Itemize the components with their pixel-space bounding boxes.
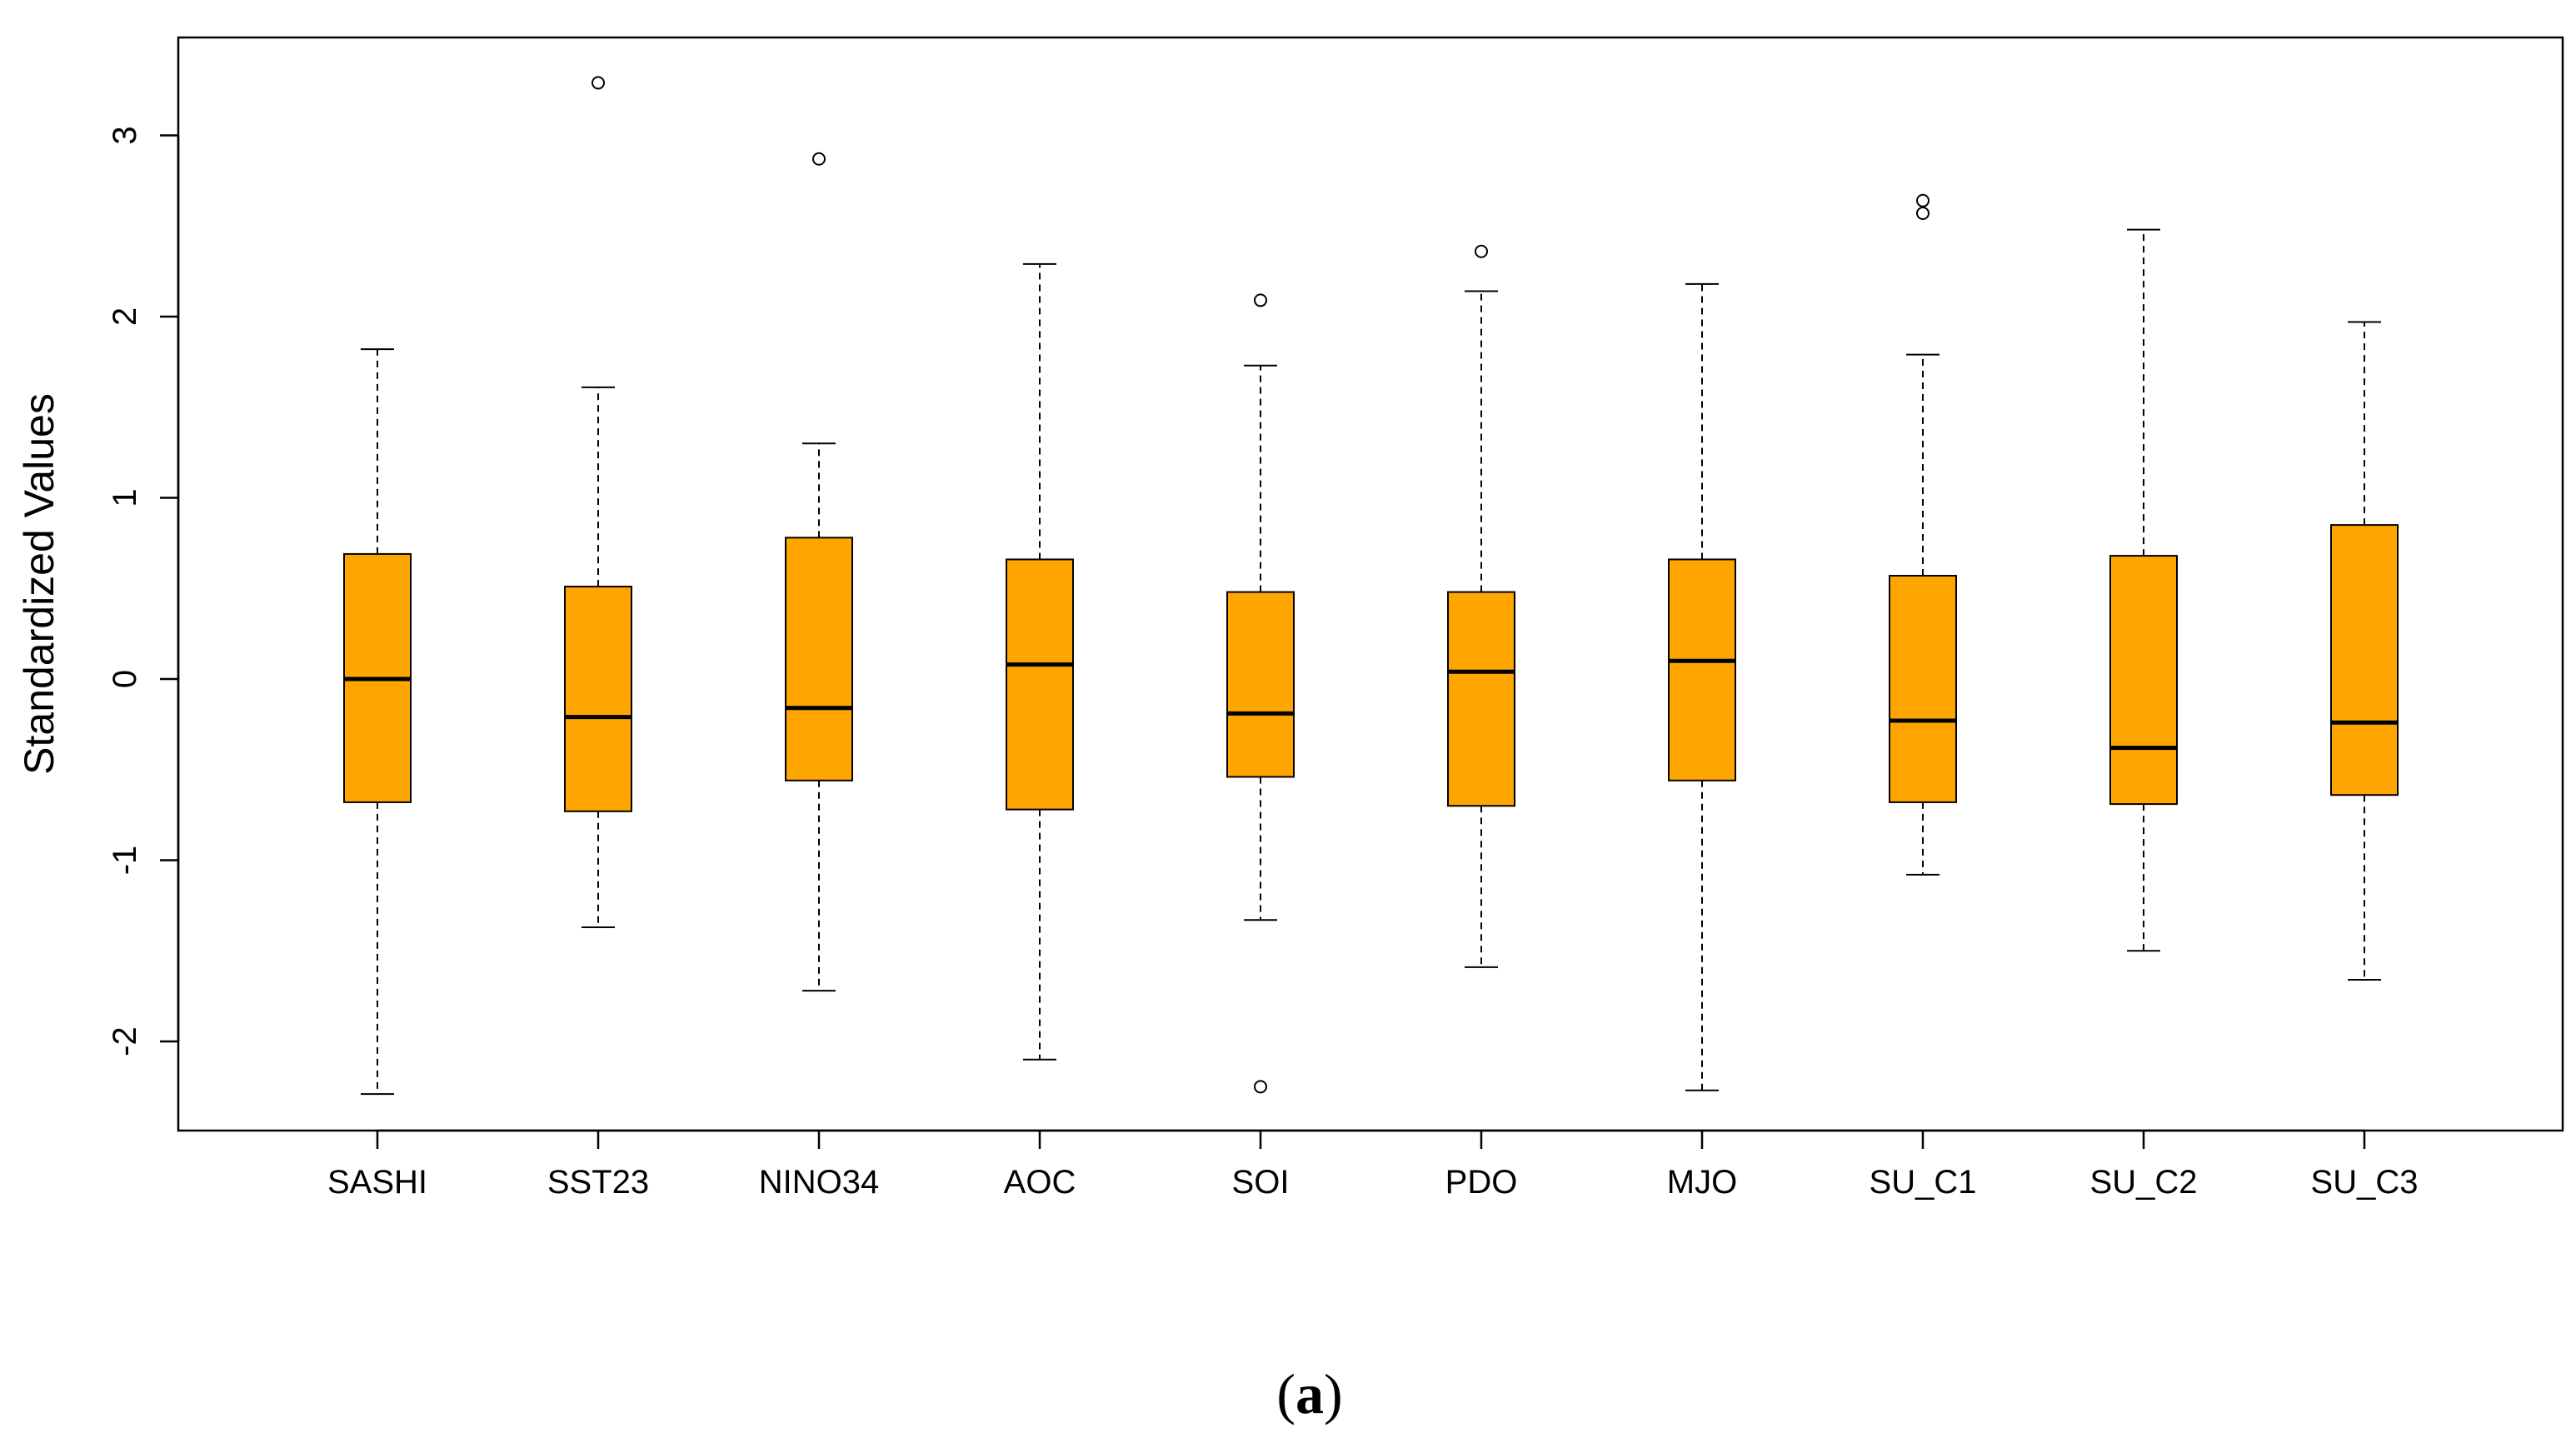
iqr-box bbox=[2330, 524, 2399, 796]
boxplot-mjo bbox=[1668, 282, 1736, 1091]
boxplot-sashi bbox=[343, 348, 412, 1096]
boxplot-pdo bbox=[1447, 244, 1515, 968]
iqr-box bbox=[1226, 591, 1295, 778]
boxplot-su-c2 bbox=[2109, 228, 2178, 952]
figure-caption: (a) bbox=[1276, 1362, 1342, 1426]
x-tick-label: MJO bbox=[1667, 1164, 1737, 1201]
x-tick-label: PDO bbox=[1445, 1164, 1518, 1201]
y-tick-label: 0 bbox=[107, 670, 143, 688]
x-axis: SASHI SST23 NINO34 AOC SOI PDO MJO SU_C1 SU_C2 SU… bbox=[327, 1129, 2419, 1201]
boxplot-su-c3 bbox=[2330, 321, 2399, 981]
outlier-point bbox=[1475, 244, 1488, 258]
boxes-group bbox=[343, 76, 2399, 1096]
iqr-box bbox=[1668, 558, 1736, 781]
y-tick-label: 1 bbox=[107, 488, 143, 507]
x-tick-label: AOC bbox=[1004, 1164, 1076, 1201]
caption-close-paren: ) bbox=[1324, 1362, 1343, 1426]
y-tick-label: 2 bbox=[107, 307, 143, 326]
outlier-point bbox=[1254, 293, 1267, 307]
iqr-box bbox=[1447, 591, 1515, 807]
x-tick-label: SU_C2 bbox=[2090, 1164, 2198, 1201]
caption-letter: a bbox=[1295, 1362, 1324, 1426]
y-tick-label: -2 bbox=[107, 1026, 143, 1056]
iqr-box bbox=[1889, 575, 1957, 803]
x-tick-label: SST23 bbox=[547, 1164, 649, 1201]
outlier-point bbox=[1254, 1080, 1267, 1094]
x-tick-label: SASHI bbox=[327, 1164, 427, 1201]
boxplot-su-c1 bbox=[1889, 193, 1957, 876]
y-tick-label: 3 bbox=[107, 126, 143, 144]
boxplot-soi bbox=[1226, 293, 1295, 1094]
y-axis: -2 -1 0 1 2 3 bbox=[107, 126, 180, 1056]
x-tick-label: NINO34 bbox=[759, 1164, 880, 1201]
x-tick-label: SU_C1 bbox=[1870, 1164, 1977, 1201]
boxplot-aoc bbox=[1006, 262, 1074, 1061]
outlier-point bbox=[1916, 193, 1930, 207]
y-tick-label: -1 bbox=[107, 846, 143, 876]
outlier-point bbox=[1916, 207, 1930, 221]
iqr-box bbox=[564, 586, 632, 812]
boxplot-sst23 bbox=[564, 76, 632, 928]
x-tick-label: SU_C3 bbox=[2311, 1164, 2419, 1201]
outlier-point bbox=[592, 76, 605, 90]
iqr-box bbox=[2109, 555, 2178, 806]
iqr-box bbox=[785, 537, 853, 781]
iqr-box bbox=[1006, 558, 1074, 811]
x-tick-label: SOI bbox=[1232, 1164, 1290, 1201]
boxplot-nino34 bbox=[785, 152, 853, 992]
caption-open-paren: ( bbox=[1276, 1362, 1295, 1426]
plot-frame bbox=[177, 36, 2564, 1132]
y-axis-title: Standardized Values bbox=[16, 393, 62, 775]
outlier-point bbox=[812, 152, 826, 166]
